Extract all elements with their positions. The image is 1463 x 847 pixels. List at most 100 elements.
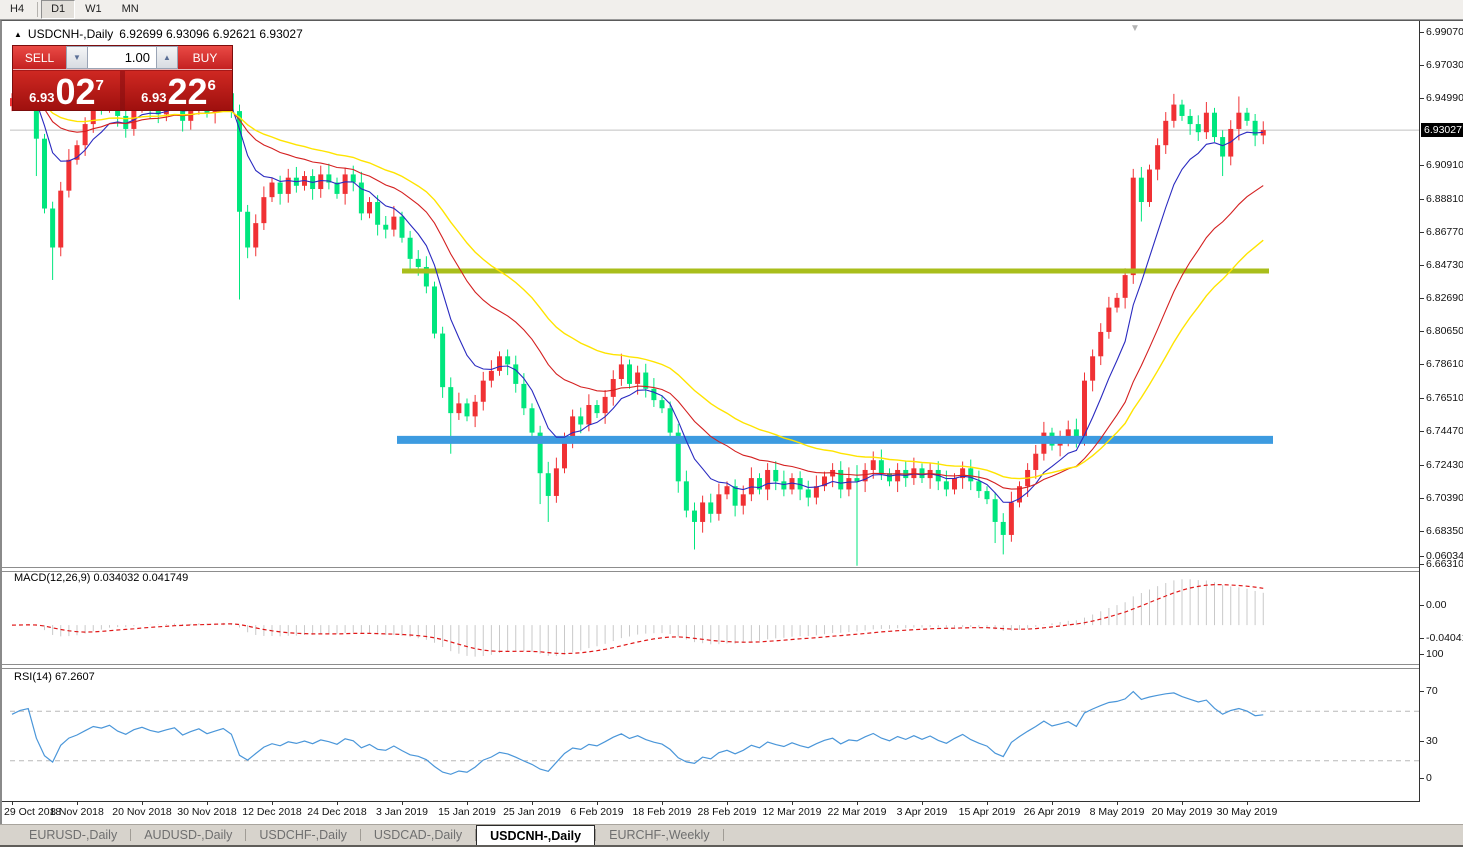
date-tick-label: 24 Dec 2018 — [307, 806, 367, 818]
price-chart-pane[interactable] — [10, 21, 1419, 567]
rsi-indicator-label: RSI(14) 67.2607 — [14, 671, 95, 683]
date-tick-label: 12 Mar 2019 — [762, 806, 822, 818]
axis-tick-mark — [1420, 605, 1424, 607]
axis-tick-mark — [1420, 364, 1424, 366]
macd-tick-label: 0.00 — [1426, 599, 1447, 612]
timeframe-button-w1[interactable]: W1 — [85, 3, 102, 15]
date-tick-mark — [1182, 802, 1183, 805]
buy-price-main: 22 — [167, 71, 208, 113]
axis-tick-mark — [1420, 563, 1424, 565]
tab-separator — [359, 829, 361, 841]
sell-price-prefix: 6.93 — [29, 90, 55, 105]
date-tick-mark — [1052, 802, 1053, 805]
price-tick-label: 6.80650 — [1426, 325, 1463, 338]
axis-tick-mark — [1420, 65, 1424, 67]
timeframe-button-d1[interactable]: D1 — [41, 0, 76, 19]
date-tick-label: 6 Feb 2019 — [570, 806, 624, 818]
volume-decrease-button[interactable]: ▼ — [66, 46, 88, 69]
date-tick-label: 18 Feb 2019 — [632, 806, 692, 818]
date-tick-label: 8 Nov 2018 — [50, 806, 104, 818]
date-tick-label: 12 Dec 2018 — [242, 806, 302, 818]
macd-pane[interactable] — [10, 570, 1419, 663]
rsi-tick-label: 100 — [1426, 648, 1444, 660]
pane-splitter[interactable] — [2, 567, 1463, 572]
chart-tab-audusd[interactable]: AUDUSD-,Daily — [144, 828, 233, 842]
date-tick-mark — [207, 802, 208, 805]
date-tick-label: 3 Apr 2019 — [896, 806, 948, 818]
timeframe-toolbar: H4 D1 W1 MN — [0, 0, 1463, 20]
sell-price-pip: 7 — [95, 77, 104, 94]
date-tick-mark — [597, 802, 598, 805]
timeframe-button-h4[interactable]: H4 — [10, 3, 25, 15]
date-tick-mark — [272, 802, 273, 805]
price-tick-label: 6.86770 — [1426, 225, 1463, 238]
axis-tick-mark — [1420, 556, 1424, 557]
price-tick-label: 6.68350 — [1426, 524, 1463, 537]
date-tick-mark — [1247, 802, 1248, 805]
sell-price-display[interactable]: 6.93 02 7 — [13, 71, 120, 110]
collapse-triangle-icon[interactable]: ▲ — [14, 29, 22, 39]
chart-tab-eurchf[interactable]: EURCHF-,Weekly — [609, 828, 710, 842]
volume-input[interactable] — [88, 46, 156, 69]
date-tick-mark — [532, 802, 533, 805]
price-tick-label: 6.76510 — [1426, 392, 1463, 405]
volume-increase-button[interactable]: ▲ — [156, 46, 178, 69]
date-tick-mark — [142, 802, 143, 805]
pane-splitter[interactable] — [2, 664, 1463, 669]
axis-tick-mark — [1420, 464, 1424, 466]
axis-tick-mark — [1420, 164, 1424, 166]
axis-tick-mark — [1420, 497, 1424, 499]
axis-tick-mark — [1420, 331, 1424, 333]
axis-tick-mark — [1420, 740, 1424, 742]
tab-separator — [245, 829, 247, 841]
date-tick-label: 22 Mar 2019 — [827, 806, 887, 818]
date-tick-label: 8 May 2019 — [1089, 806, 1145, 818]
date-tick-label: 15 Apr 2019 — [958, 806, 1016, 818]
date-tick-mark — [792, 802, 793, 805]
chart-symbol-label: USDCNH-,Daily — [27, 27, 114, 41]
axis-tick-mark — [1420, 32, 1424, 33]
tab-separator — [475, 829, 477, 841]
date-tick-mark — [337, 802, 338, 805]
date-tick-label: 30 Nov 2018 — [177, 806, 237, 818]
sell-price-main: 02 — [55, 71, 96, 113]
price-tick-label: 6.70390 — [1426, 491, 1463, 504]
current-price-label: 6.93027 — [1421, 123, 1463, 138]
rsi-pane[interactable] — [10, 667, 1419, 801]
scroll-to-end-icon[interactable]: ▼ — [1130, 23, 1140, 34]
chart-tab-usdcnh[interactable]: USDCNH-,Daily — [476, 825, 596, 845]
toolbar-separator — [37, 2, 39, 17]
axis-tick-mark — [1420, 778, 1424, 779]
chart-tab-usdcad[interactable]: USDCAD-,Daily — [373, 828, 463, 842]
price-axis[interactable]: 6.99070 6.97030 6.94990 6.90910 6.88810 6.867… — [1419, 21, 1463, 802]
chart-tab-usdchf[interactable]: USDCHF-,Daily — [259, 828, 347, 842]
tab-separator — [130, 829, 132, 841]
date-tick-mark — [727, 802, 728, 805]
date-axis[interactable]: 29 Oct 2018 8 Nov 2018 20 Nov 2018 30 Nov 2… — [2, 802, 1419, 822]
price-tick-label: 6.78610 — [1426, 358, 1463, 371]
axis-tick-mark — [1420, 691, 1424, 693]
chart-tab-eurusd[interactable]: EURUSD-,Daily — [29, 828, 118, 842]
date-tick-label: 26 Apr 2019 — [1023, 806, 1081, 818]
sell-button[interactable]: SELL — [13, 46, 66, 69]
price-tick-label: 6.66310 — [1426, 557, 1463, 570]
date-tick-mark — [467, 802, 468, 805]
macd-tick-label: 0.060342 — [1426, 550, 1463, 562]
date-tick-label: 20 May 2019 — [1151, 806, 1213, 818]
rsi-tick-label: 0 — [1426, 772, 1432, 784]
chart-window: ▲ USDCNH-,Daily 6.92699 6.93096 6.92621 … — [0, 20, 1463, 824]
price-tick-label: 6.84730 — [1426, 258, 1463, 271]
date-tick-mark — [662, 802, 663, 805]
timeframe-button-mn[interactable]: MN — [121, 3, 139, 15]
axis-tick-mark — [1420, 654, 1424, 655]
buy-price-display[interactable]: 6.93 22 6 — [125, 71, 232, 110]
time-axis-line — [2, 801, 1419, 802]
buy-button[interactable]: BUY — [178, 46, 232, 69]
buy-price-prefix: 6.93 — [141, 90, 167, 105]
rsi-tick-label: 70 — [1426, 685, 1438, 698]
date-tick-mark — [402, 802, 403, 805]
date-tick-label: 25 Jan 2019 — [503, 806, 561, 818]
axis-tick-mark — [1420, 198, 1424, 200]
price-tick-label: 6.94990 — [1426, 92, 1463, 105]
